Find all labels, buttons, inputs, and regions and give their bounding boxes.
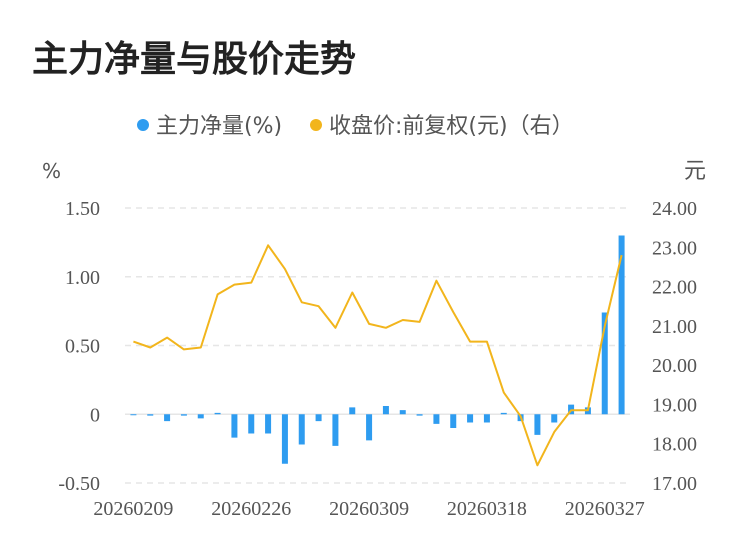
left-axis-unit: % (42, 159, 61, 183)
bar (483, 414, 490, 423)
bar (164, 414, 171, 422)
bar (231, 414, 238, 438)
bar-series (130, 235, 625, 464)
bar (248, 414, 255, 434)
left-tick-label: 0 (90, 404, 100, 426)
bar (618, 235, 625, 415)
x-tick-label: 20260318 (447, 498, 527, 520)
x-tick-label: 20260309 (329, 498, 409, 520)
bar (332, 414, 339, 446)
x-tick-label: 20260226 (211, 498, 291, 520)
bar (433, 414, 440, 424)
bar (416, 414, 423, 416)
right-tick-label: 23.00 (652, 237, 697, 259)
right-axis-unit: 元 (684, 159, 706, 184)
bar (467, 414, 474, 423)
right-tick-label: 19.00 (652, 394, 697, 416)
left-tick-label: 1.00 (65, 267, 100, 289)
right-tick-label: 18.00 (652, 434, 697, 456)
x-tick-label: 20260209 (93, 498, 173, 520)
bar (601, 312, 608, 415)
bar (382, 406, 389, 415)
right-tick-label: 17.00 (652, 473, 697, 495)
bar (281, 414, 288, 464)
bar (551, 414, 558, 423)
left-tick-label: 0.50 (65, 336, 100, 358)
gridlines (125, 207, 630, 484)
bar (366, 414, 373, 441)
bar (147, 414, 154, 416)
bar (450, 414, 457, 428)
right-tick-label: 20.00 (652, 355, 697, 377)
bar (534, 414, 541, 435)
right-tick-label: 22.00 (652, 277, 697, 299)
right-axis-ticks: 24.00 23.00 22.00 21.00 20.00 19.00 18.00 17.00 (652, 198, 697, 495)
bar (315, 414, 322, 422)
bar (180, 414, 187, 416)
legend-label-bar: 主力净量(%) (156, 114, 282, 139)
legend-marker-line (310, 119, 322, 131)
line-series (133, 244, 623, 467)
legend-marker-bar (137, 119, 149, 131)
left-tick-label: -0.50 (58, 473, 100, 495)
right-tick-label: 24.00 (652, 198, 697, 220)
right-tick-label: 21.00 (652, 316, 697, 338)
x-tick-label: 20260327 (565, 498, 645, 520)
bar (399, 410, 406, 415)
bar (265, 414, 272, 434)
bar (130, 414, 137, 416)
bar (349, 407, 356, 415)
left-tick-label: 1.50 (65, 198, 100, 220)
x-axis-ticks: 20260209 20260226 20260309 20260318 20260327 (93, 498, 644, 520)
price-line (133, 244, 623, 467)
left-axis-ticks: 1.50 1.00 0.50 0 -0.50 (58, 198, 100, 495)
legend: 主力净量(%) 收盘价:前复权(元)（右） (137, 114, 574, 139)
bar (500, 412, 507, 415)
bar (214, 412, 221, 415)
bar (197, 414, 204, 419)
bar (298, 414, 305, 445)
legend-label-line: 收盘价:前复权(元)（右） (329, 114, 574, 139)
page-title: 主力净量与股价走势 (32, 39, 357, 80)
